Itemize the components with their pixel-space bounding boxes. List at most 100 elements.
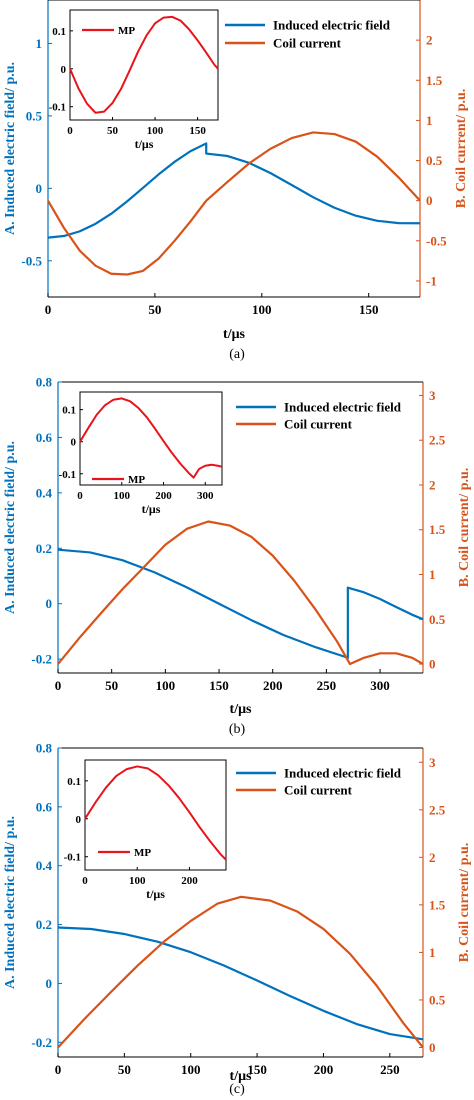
y-left-tick-label: 0 [46,596,53,611]
x-tick-label: 100 [252,302,272,317]
y-left-tick-label: 0.4 [36,485,53,500]
inset-x-axis-label: t/μs [142,502,161,516]
chart-panel-2: 0 50 100 150 200 250-0.200.20.40.60.800.511.5… [3,741,472,1098]
x-axis-label: t/μs [223,327,245,342]
inset-x-tick-label: 200 [155,490,172,502]
y-right-tick-label: 1 [426,113,433,128]
y-right-tick-label: 1 [429,567,436,582]
y-left-tick-label: 0.2 [36,917,52,932]
x-tick-label: 300 [370,678,390,693]
y-right-axis-label: B. Coil current/ p.u. [454,89,469,209]
inset-legend-label: MP [134,847,151,859]
y-right-tick-label: 2 [426,33,433,48]
inset-frame [79,391,223,486]
panel-caption: (b) [229,722,246,737]
x-tick-label: 200 [263,678,283,693]
inset-y-tick-label: 0 [71,437,77,449]
y-right-tick-label: 0.5 [429,612,446,627]
chart-panel-0: 0 50 100 150 -0.5 0 0.5 1 -1 -0.5 0 0.5 1 1.5 2 A. Indu… [3,0,469,362]
y-right-tick-label: 0 [426,193,433,208]
x-axis-label: t/μs [230,702,252,717]
inset-x-tick-label: 0 [82,875,88,887]
series-coil-current [58,895,423,1049]
y-left-axis-label: A. Induced electric field/ p.u. [3,441,18,614]
y-left-tick-label: 0.8 [36,741,53,756]
legend-label: Coil current [284,417,353,432]
inset-x-tick-label: 50 [107,125,119,137]
series-induced-electric-field [58,548,423,659]
inset-x-axis-label: t/μs [146,887,165,901]
y-left-tick-label: 0.2 [36,541,52,556]
x-tick-label: 150 [247,1062,267,1077]
y-left-axis-label: A. Induced electric field/ p.u. [3,62,18,235]
chart-panel-1: 0 50 100 150 200 250 300-0.200.20.40.60.800.51… [3,375,472,738]
inset-x-tick-label: 300 [197,490,214,502]
inset-y-tick-label: -0.1 [49,102,66,114]
inset-frame [69,9,219,121]
x-tick-label: 50 [148,302,161,317]
y-left-tick-label: 0.8 [36,375,53,390]
y-right-tick-label: 1.5 [429,522,446,537]
x-tick-label: 0 [45,302,52,317]
y-right-tick-label: 0.5 [429,992,446,1007]
inset-legend-label: MP [128,474,145,486]
inset-series-mp [84,765,227,861]
x-axis-label: t/μs [230,1069,252,1084]
y-right-tick-label: 1 [429,945,436,960]
y-right-tick-label: -1 [426,273,437,288]
legend-label: Induced electric field [284,400,402,415]
series-coil-current [58,520,423,666]
y-right-tick-label: 2 [429,850,436,865]
y-left-tick-label: 0.6 [36,430,53,445]
y-left-tick-label: 0.5 [26,108,43,123]
inset-x-tick-label: 0 [77,490,83,502]
y-left-tick-label: -0.2 [31,1035,52,1050]
inset-x-tick-label: 0 [67,125,73,137]
x-tick-label: 0 [55,678,62,693]
y-right-tick-label: 2 [429,477,436,492]
y-left-tick-label: 0.6 [36,799,53,814]
y-left-tick-label: -0.5 [21,253,42,268]
series-induced-electric-field [48,142,420,239]
inset-y-tick-label: 0 [61,64,67,76]
y-right-axis-label: B. Coil current/ p.u. [457,843,472,963]
inset-x-axis-label: t/μs [135,137,154,151]
inset-y-tick-label: 0.1 [52,26,66,38]
inset-frame [84,759,227,871]
inset-x-tick-label: 100 [114,490,131,502]
y-left-tick-label: 0 [36,181,43,196]
y-right-tick-label: 2.5 [429,802,446,817]
x-tick-label: 100 [156,678,176,693]
y-left-axis-label: A. Induced electric field/ p.u. [3,816,18,989]
inset-series-mp [69,15,219,114]
x-tick-label: 100 [181,1062,201,1077]
y-right-tick-label: 0.5 [426,153,443,168]
x-tick-label: 250 [380,1062,400,1077]
x-tick-label: 50 [105,678,118,693]
inset-x-tick-label: 200 [181,875,198,887]
y-right-tick-label: 0 [429,1040,436,1055]
inset-series-mp [79,397,223,479]
y-right-tick-label: 2.5 [429,433,446,448]
y-right-tick-label: 3 [429,755,436,770]
y-right-tick-label: -0.5 [426,233,447,248]
inset-legend-label: MP [118,25,135,37]
inset-y-tick-label: 0 [76,814,82,826]
y-left-tick-label: 0.4 [36,858,53,873]
x-tick-label: 250 [317,678,337,693]
x-tick-label: 150 [209,678,229,693]
legend-label: Coil current [284,783,353,798]
x-tick-label: 50 [118,1062,131,1077]
legend-label: Coil current [273,36,342,51]
panel-caption: (a) [229,347,245,362]
inset-y-tick-label: 0.1 [67,776,81,788]
panel-caption: (c) [229,1082,245,1097]
inset-y-tick-label: -0.1 [59,469,76,481]
y-right-tick-label: 3 [429,388,436,403]
inset-x-tick-label: 100 [129,875,146,887]
legend-label: Induced electric field [273,18,391,33]
series-induced-electric-field [58,926,423,1041]
y-right-tick-label: 0 [429,657,436,672]
